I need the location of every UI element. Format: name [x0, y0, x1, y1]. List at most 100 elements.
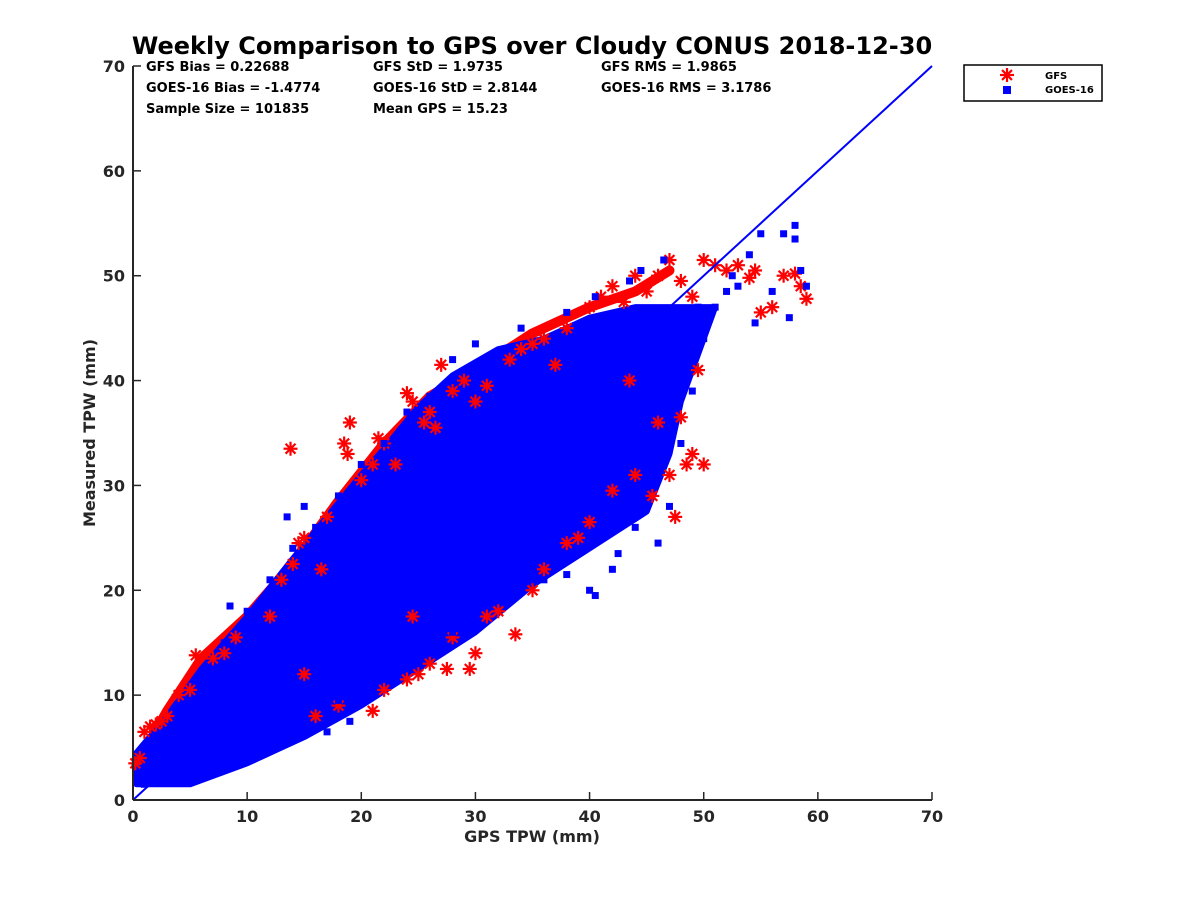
gfs-point	[491, 604, 506, 619]
stat-text: Sample Size = 101835	[146, 102, 309, 117]
goes16-point	[426, 392, 434, 400]
gfs-point	[188, 648, 203, 663]
goes16-point	[631, 523, 639, 531]
goes16-point	[626, 277, 634, 285]
gfs-point	[685, 289, 700, 304]
goes16-point	[757, 230, 765, 238]
gfs-point	[308, 709, 323, 724]
x-tick-label: 60	[807, 807, 829, 826]
goes16-point	[471, 340, 479, 348]
gfs-point	[525, 336, 540, 351]
x-tick-label: 10	[236, 807, 258, 826]
goes16-point	[312, 702, 320, 710]
gfs-point	[283, 441, 298, 456]
legend-gfs-label: GFS	[1045, 71, 1067, 82]
y-tick-label: 60	[103, 162, 125, 181]
y-tick-label: 40	[103, 372, 125, 391]
legend-box	[963, 64, 1103, 102]
gfs-point	[639, 284, 654, 299]
goes16-point	[785, 314, 793, 322]
goes16-point	[494, 592, 502, 600]
gfs-point	[468, 646, 483, 661]
y-tick-label: 20	[103, 581, 125, 600]
goes16-point	[220, 639, 228, 647]
x-tick-label: 20	[350, 807, 372, 826]
gfs-point	[605, 279, 620, 294]
gfs-point	[799, 291, 814, 306]
gfs-point	[399, 386, 414, 401]
y-tick-label: 70	[103, 57, 125, 76]
goes16-point	[711, 303, 719, 311]
gfs-point	[217, 646, 232, 661]
goes16-point	[637, 266, 645, 274]
gfs-point	[536, 562, 551, 577]
goes16-point	[586, 586, 594, 594]
goes16-point	[540, 534, 548, 542]
goes16-point	[186, 765, 194, 773]
stat-text: GOES-16 Bias = -1.4774	[146, 81, 320, 96]
goes16-point	[751, 319, 759, 327]
goes16-point	[745, 251, 753, 259]
gfs-point	[160, 709, 175, 724]
goes16-point	[426, 644, 434, 652]
gfs-point	[422, 405, 437, 420]
gfs-point	[502, 352, 517, 367]
x-tick-label: 40	[578, 807, 600, 826]
gfs-point	[651, 415, 666, 430]
goes16-point	[380, 670, 388, 678]
goes16-point	[517, 324, 525, 332]
gfs-point	[525, 583, 540, 598]
goes16-point	[471, 607, 479, 615]
goes16-point	[300, 502, 308, 510]
x-tick-label: 0	[127, 807, 138, 826]
goes16-point	[654, 539, 662, 547]
goes16-point	[694, 303, 702, 311]
goes16-point	[197, 759, 205, 767]
gfs-point	[365, 457, 380, 472]
goes16-point	[608, 460, 616, 468]
goes16-point	[266, 576, 274, 584]
goes16-point	[671, 319, 679, 327]
gfs-point	[685, 446, 700, 461]
stat-text: GFS RMS = 1.9865	[601, 60, 737, 75]
gfs-legend-asterisk	[1000, 68, 1014, 82]
gfs-point	[548, 357, 563, 372]
goes16-point	[346, 492, 354, 500]
gfs-point	[171, 688, 186, 703]
goes16-point	[346, 717, 354, 725]
goes16-point	[357, 681, 365, 689]
gfs-point	[411, 667, 426, 682]
gfs-point	[679, 457, 694, 472]
goes16-point	[152, 733, 160, 741]
gfs-point	[559, 321, 574, 336]
reference-line	[132, 65, 933, 801]
goes16-point	[648, 356, 656, 364]
gfs-point	[479, 609, 494, 624]
goes16-point	[608, 565, 616, 573]
goes16-point	[243, 607, 251, 615]
gfs-point	[320, 509, 335, 524]
gfs-point	[285, 557, 300, 572]
gfs-point	[691, 363, 706, 378]
goes16-point	[163, 777, 171, 785]
goes16-point	[220, 754, 228, 762]
gfs-point	[337, 436, 352, 451]
gfs-point	[571, 530, 586, 545]
gfs-point	[462, 661, 477, 676]
gfs-point	[662, 467, 677, 482]
one-to-one-line	[132, 65, 933, 801]
gfs-point	[468, 394, 483, 409]
goes16-point	[591, 293, 599, 301]
goes16-point	[403, 628, 411, 636]
y-tick-label: 10	[103, 686, 125, 705]
goes16-point	[734, 282, 742, 290]
x-tick-label: 70	[921, 807, 943, 826]
goes16-point	[135, 775, 143, 783]
gfs-point	[183, 682, 198, 697]
stat-text: GOES-16 StD = 2.8144	[373, 81, 537, 96]
goes16-point	[312, 523, 320, 531]
gfs-point	[132, 751, 147, 766]
goes16-point	[614, 550, 622, 558]
series-gfs	[128, 252, 814, 771]
gfs-point	[405, 394, 420, 409]
